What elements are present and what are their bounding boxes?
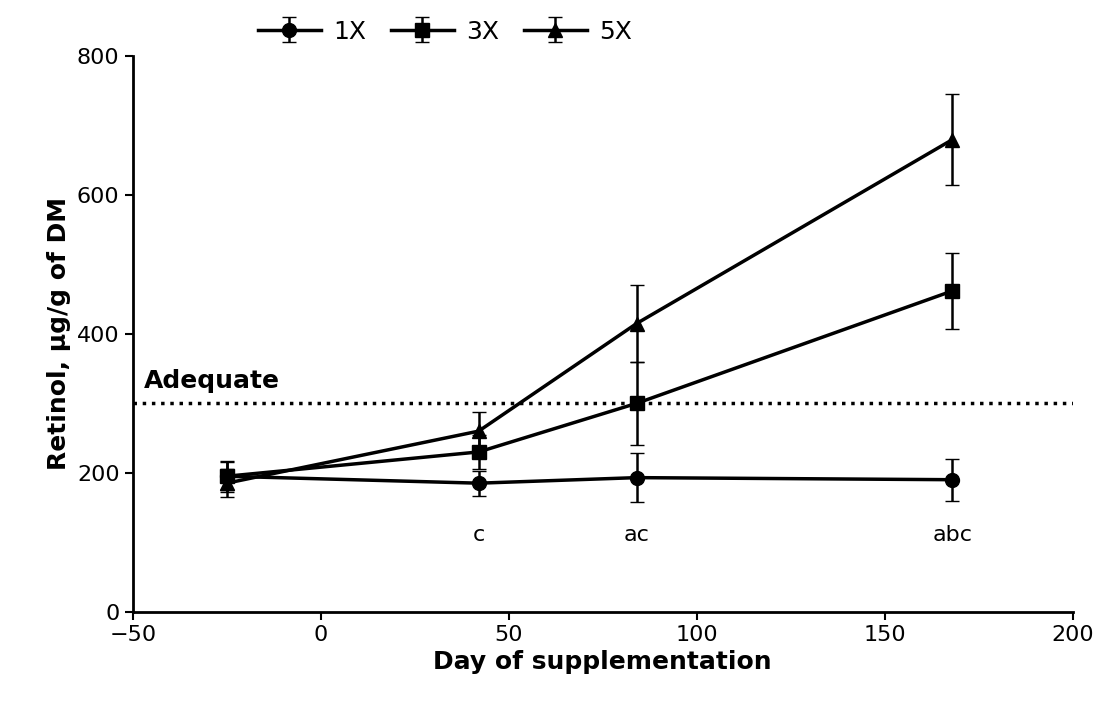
- X-axis label: Day of supplementation: Day of supplementation: [434, 650, 772, 674]
- Text: Adequate: Adequate: [144, 369, 280, 393]
- Y-axis label: Retinol, µg/g of DM: Retinol, µg/g of DM: [48, 198, 72, 470]
- Text: abc: abc: [932, 525, 972, 546]
- Legend: 1X, 3X, 5X: 1X, 3X, 5X: [258, 20, 632, 44]
- Text: c: c: [472, 525, 484, 546]
- Text: ac: ac: [624, 525, 649, 546]
